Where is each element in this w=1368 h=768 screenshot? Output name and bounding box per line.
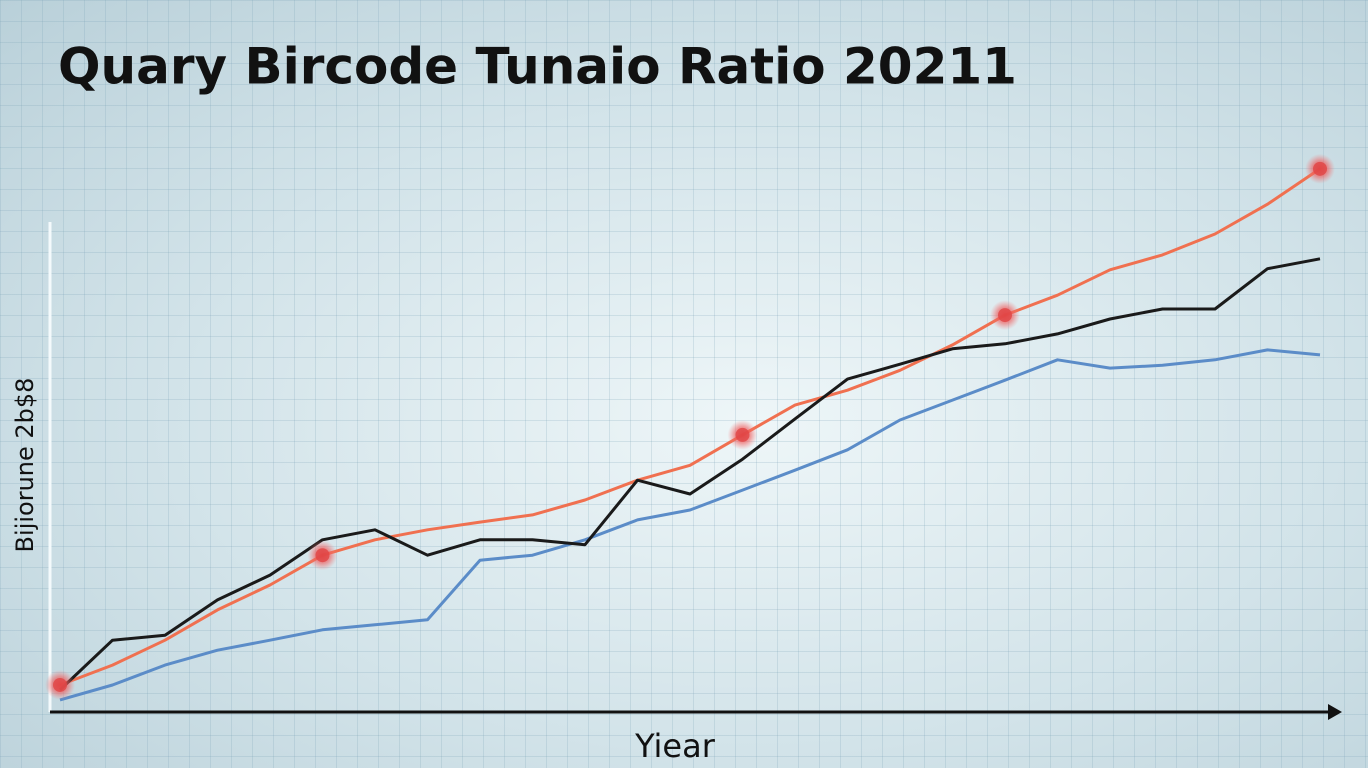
highlight-marker — [53, 677, 67, 692]
highlight-marker — [315, 548, 330, 563]
highlight-marker — [735, 427, 750, 442]
highlight-marker — [998, 308, 1012, 323]
series-line — [59, 167, 1321, 687]
series-line — [58, 257, 1321, 691]
series-line — [59, 348, 1321, 702]
highlight-marker — [1313, 161, 1327, 176]
x-axis-arrow — [1328, 704, 1342, 720]
chart-title: Quary Bircode Tunaio Ratio 20211 — [58, 38, 1017, 96]
x-axis-label: Yiear — [634, 727, 716, 765]
y-axis-label: Bijiorune 2b$8 — [11, 378, 39, 553]
